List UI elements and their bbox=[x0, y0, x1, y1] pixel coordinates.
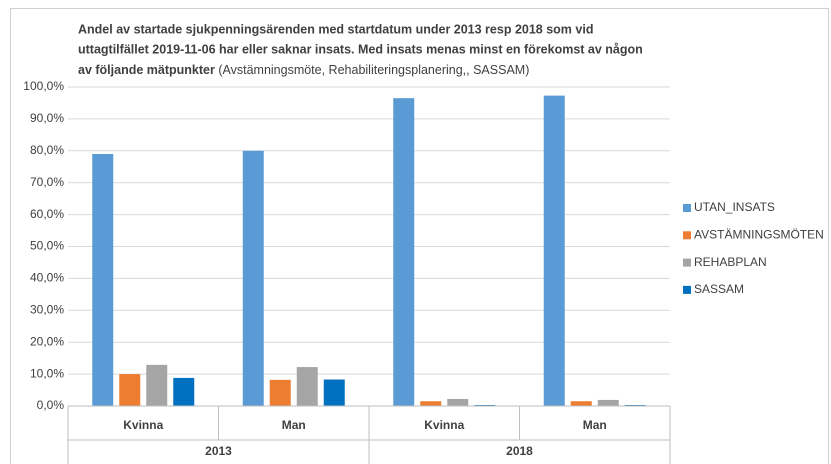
bar bbox=[420, 401, 442, 406]
x-tick-label: Man bbox=[282, 418, 306, 432]
bar bbox=[597, 399, 619, 406]
bar bbox=[570, 401, 592, 406]
bar bbox=[269, 379, 291, 406]
legend-swatch bbox=[683, 258, 691, 267]
y-tick-label: 20,0% bbox=[30, 334, 64, 348]
y-tick-label: 100,0% bbox=[23, 79, 64, 93]
bar bbox=[393, 98, 415, 406]
chart-title: av följande mätpunkter bbox=[78, 63, 215, 77]
bar bbox=[296, 367, 318, 406]
legend-label: UTAN_INSATS bbox=[694, 200, 775, 214]
legend-swatch bbox=[683, 231, 691, 240]
chart-title: Andel av startade sjukpenningsärenden me… bbox=[78, 22, 593, 36]
legend-label: AVSTÄMNINGSMÖTEN bbox=[694, 227, 824, 241]
x-tick-label: Man bbox=[583, 418, 607, 432]
x-tick-label: Kvinna bbox=[123, 418, 163, 432]
y-tick-label: 60,0% bbox=[30, 207, 64, 221]
legend-swatch bbox=[683, 204, 691, 212]
chart-title: uttagtilfället 2019-11-06 har eller sakn… bbox=[78, 42, 643, 56]
bar bbox=[242, 150, 264, 406]
bar bbox=[92, 153, 114, 406]
bar bbox=[323, 379, 345, 406]
legend-label: REHABPLAN bbox=[694, 255, 767, 269]
y-tick-label: 70,0% bbox=[30, 175, 64, 189]
bar bbox=[173, 377, 195, 406]
bar bbox=[447, 398, 469, 406]
y-tick-label: 0,0% bbox=[37, 398, 65, 412]
y-tick-label: 40,0% bbox=[30, 271, 64, 285]
group-label: 2013 bbox=[205, 444, 232, 458]
chart-title: av följande mätpunkter (Avstämningsmöte,… bbox=[78, 63, 529, 77]
legend-label: SASSAM bbox=[694, 282, 744, 296]
bar bbox=[119, 374, 141, 406]
x-tick-label: Kvinna bbox=[424, 418, 464, 432]
y-tick-label: 30,0% bbox=[30, 302, 64, 316]
legend-swatch bbox=[683, 285, 691, 294]
bar bbox=[543, 95, 565, 406]
y-tick-label: 50,0% bbox=[30, 239, 64, 253]
y-tick-label: 90,0% bbox=[30, 111, 64, 125]
chart-title: (Avstämningsmöte, Rehabiliteringsplaneri… bbox=[218, 63, 529, 77]
y-tick-label: 10,0% bbox=[30, 366, 64, 380]
y-tick-label: 80,0% bbox=[30, 143, 64, 157]
group-label: 2018 bbox=[506, 444, 533, 458]
bar bbox=[146, 364, 168, 406]
